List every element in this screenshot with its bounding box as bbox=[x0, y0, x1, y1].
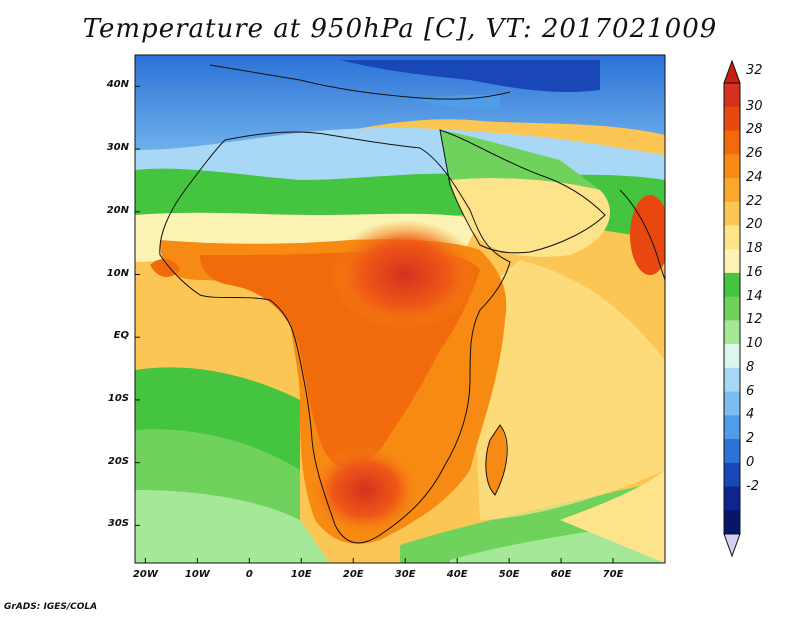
colorbar-label: 18 bbox=[746, 241, 763, 257]
colorbar-label: 12 bbox=[746, 312, 763, 328]
temperature-field bbox=[135, 55, 665, 563]
lon-label: 20E bbox=[342, 569, 364, 580]
arabia-coastline bbox=[439, 129, 606, 254]
colorbar-swatch bbox=[724, 154, 740, 179]
lat-label: 20N bbox=[106, 204, 129, 216]
lon-label: 40E bbox=[446, 569, 468, 580]
axis-ticks bbox=[135, 85, 614, 563]
lon-label: 70E bbox=[602, 569, 624, 580]
colorbar-swatch bbox=[724, 415, 740, 440]
map-title: Temperature at 950hPa [C], VT: 201702100… bbox=[82, 14, 718, 44]
colorbar-swatch bbox=[724, 177, 740, 203]
colorbar-swatch bbox=[724, 225, 740, 250]
lon-label: 10W bbox=[184, 569, 210, 580]
colorbar-label: 16 bbox=[746, 264, 763, 280]
lat-label: EQ bbox=[113, 330, 129, 342]
colorbar-cap-bottom bbox=[723, 533, 741, 558]
colorbar-swatch bbox=[724, 391, 740, 416]
lon-label: 0 bbox=[245, 569, 253, 580]
colorbar-swatch bbox=[724, 272, 740, 298]
colorbar-label: 26 bbox=[746, 146, 763, 162]
colorbar-label: -2 bbox=[746, 478, 759, 494]
lon-label: 20W bbox=[132, 569, 158, 580]
colorbar-swatch bbox=[724, 296, 740, 321]
lat-label: 40N bbox=[106, 79, 129, 91]
colorbar-swatch bbox=[724, 106, 740, 131]
lon-label: 10E bbox=[290, 569, 312, 580]
colorbar-label: 10 bbox=[746, 336, 763, 352]
colorbar-frame bbox=[723, 82, 741, 535]
lon-label: 50E bbox=[498, 569, 520, 580]
colorbar-label: 28 bbox=[746, 122, 763, 138]
colorbar-label: 0 bbox=[746, 454, 755, 470]
lon-label: 60E bbox=[550, 569, 572, 580]
lat-label: 10N bbox=[106, 267, 129, 279]
colorbar-label: 2 bbox=[746, 431, 755, 447]
colorbar-swatch bbox=[724, 130, 740, 155]
madagascar-coastline bbox=[485, 424, 508, 496]
coastlines bbox=[159, 64, 665, 544]
colorbar-label: 14 bbox=[746, 288, 763, 304]
colorbar-label: 22 bbox=[746, 193, 763, 209]
colorbar-label: 32 bbox=[746, 63, 763, 78]
colorbar-swatch bbox=[724, 344, 740, 369]
lat-label: 30N bbox=[106, 142, 129, 154]
colorbar-label: 20 bbox=[746, 217, 763, 233]
colorbar-swatch bbox=[724, 367, 740, 393]
colorbar-swatch bbox=[724, 320, 740, 345]
india-coastline bbox=[619, 189, 665, 281]
colorbar-swatch bbox=[724, 439, 740, 464]
colorbar-cap-top bbox=[723, 59, 741, 84]
mediterranean-coastline bbox=[209, 64, 511, 100]
colorbar-swatch bbox=[724, 510, 740, 535]
lon-label: 30E bbox=[394, 569, 416, 580]
colorbar-label: 30 bbox=[746, 98, 763, 114]
colorbar-label: 8 bbox=[746, 359, 755, 375]
lat-label: 20S bbox=[107, 455, 129, 467]
lat-label: 10S bbox=[107, 392, 129, 404]
colorbar-swatch bbox=[724, 462, 740, 488]
colorbar bbox=[723, 59, 741, 558]
colorbar-swatch bbox=[724, 486, 740, 511]
colorbar-label: 6 bbox=[746, 383, 755, 399]
credit-text: GrADS: IGES/COLA bbox=[4, 602, 98, 612]
colorbar-label: 24 bbox=[746, 169, 763, 185]
colorbar-swatch bbox=[724, 83, 740, 108]
colorbar-label: 4 bbox=[746, 407, 755, 423]
colorbar-swatch bbox=[724, 201, 740, 226]
colorbar-swatch bbox=[724, 249, 740, 274]
lat-label: 30S bbox=[107, 518, 129, 530]
africa-coastline bbox=[159, 131, 511, 544]
map-frame bbox=[134, 54, 666, 564]
